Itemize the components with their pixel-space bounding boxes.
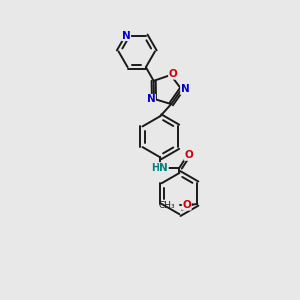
Text: N: N <box>160 163 168 173</box>
Text: O: O <box>184 150 193 160</box>
Text: CH₃: CH₃ <box>159 201 175 210</box>
Text: O: O <box>182 200 191 210</box>
Text: H: H <box>151 163 159 173</box>
Text: N: N <box>147 94 155 104</box>
Text: N: N <box>122 31 130 40</box>
Text: O: O <box>169 69 177 79</box>
Text: N: N <box>181 84 189 94</box>
